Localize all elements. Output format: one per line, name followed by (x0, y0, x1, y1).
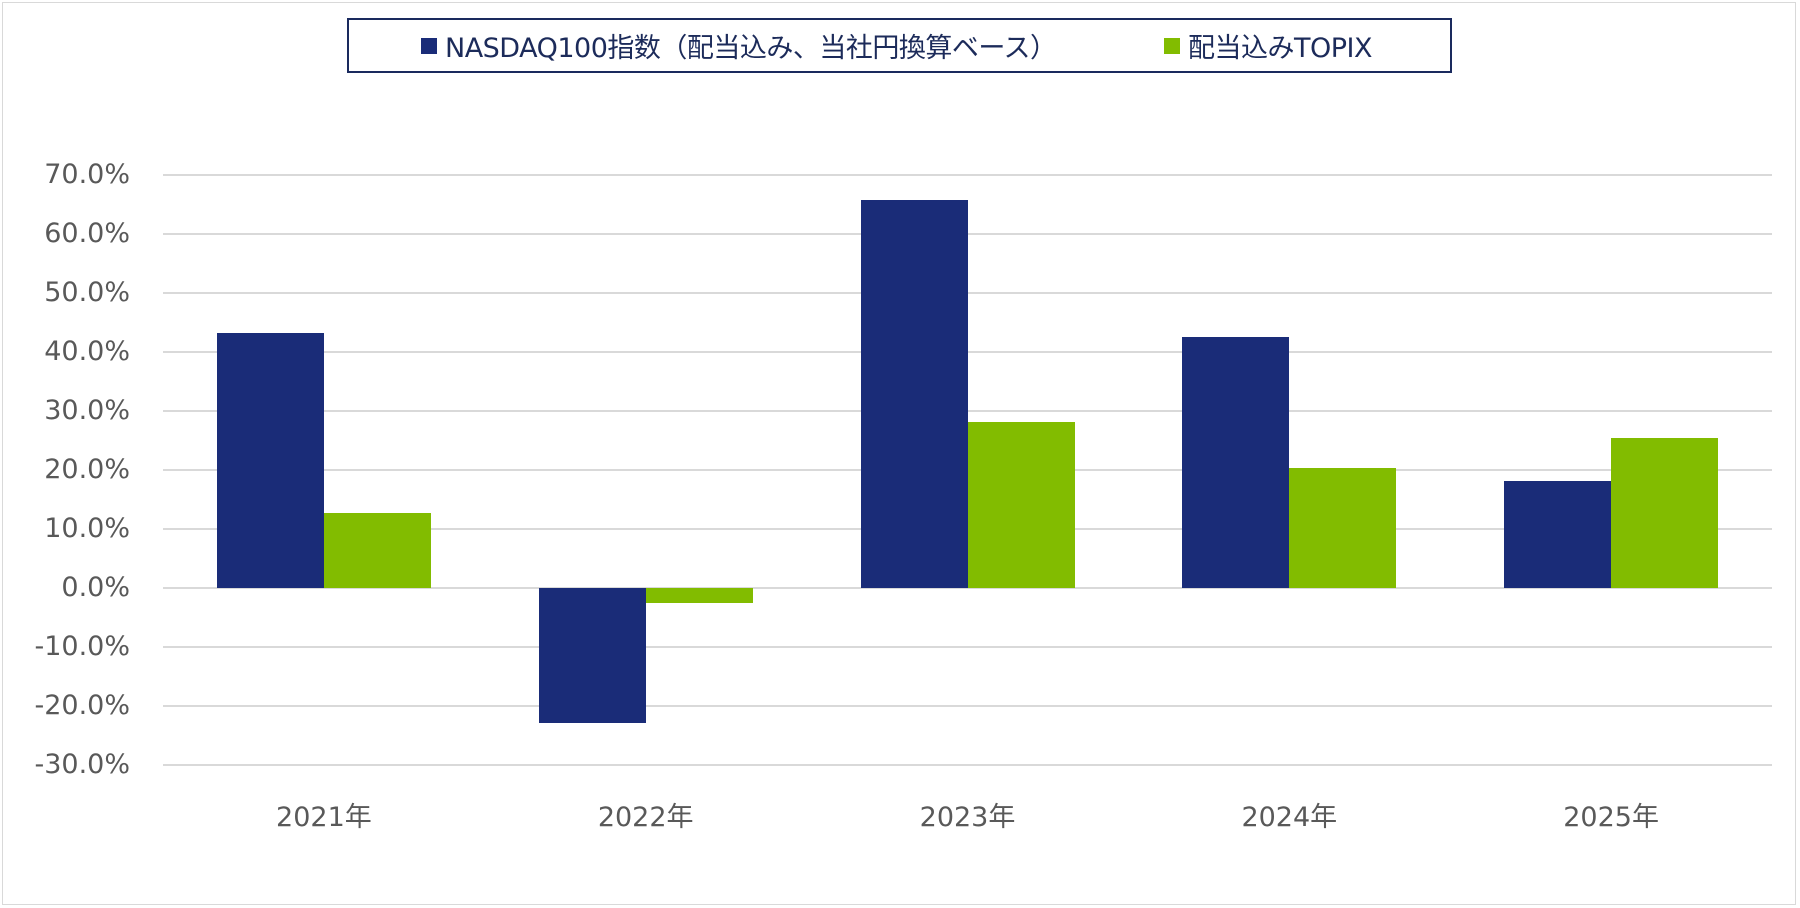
legend-label-nasdaq100: NASDAQ100指数（配当込み、当社円換算ベース） (445, 33, 1057, 64)
legend-item-topix: 配当込みTOPIX (1164, 20, 1373, 71)
x-axis-tick-label: 2025年 (1563, 802, 1659, 833)
bar-nasdaq100-2021年 (216, 332, 324, 588)
bar-topix-2021年 (323, 513, 431, 588)
x-axis-tick-label: 2021年 (276, 802, 372, 833)
legend-swatch-topix (1164, 37, 1180, 54)
gridline (163, 233, 1772, 235)
gridline (163, 646, 1772, 648)
bar-topix-2022年 (645, 588, 753, 603)
gridline (163, 705, 1772, 707)
bar-topix-2024年 (1289, 467, 1397, 588)
legend-swatch-nasdaq100 (421, 37, 437, 54)
bar-nasdaq100-2023年 (860, 199, 968, 588)
x-axis-tick-label: 2024年 (1241, 802, 1338, 833)
y-axis-tick-label: 0.0% (61, 572, 130, 603)
y-axis-tick-label: -30.0% (34, 749, 130, 780)
bar-topix-2025年 (1611, 438, 1719, 588)
y-axis-tick-label: 40.0% (44, 336, 130, 367)
legend-label-topix: 配当込みTOPIX (1188, 33, 1373, 64)
y-axis-tick-label: 60.0% (44, 218, 130, 249)
gridline (163, 587, 1772, 589)
gridline (163, 410, 1772, 412)
bar-nasdaq100-2025年 (1504, 481, 1612, 588)
bar-nasdaq100-2022年 (538, 588, 646, 723)
y-axis-tick-label: 70.0% (44, 159, 130, 190)
y-axis-tick-label: -20.0% (34, 690, 130, 721)
bar-topix-2023年 (967, 421, 1075, 588)
x-axis-tick-label: 2023年 (919, 802, 1016, 833)
bar-nasdaq100-2024年 (1182, 337, 1290, 588)
y-axis-tick-label: 30.0% (44, 395, 130, 426)
x-axis-tick-label: 2022年 (597, 802, 694, 833)
gridline (163, 174, 1772, 176)
y-axis-tick-label: 50.0% (44, 277, 130, 308)
y-axis-tick-label: -10.0% (34, 631, 130, 662)
gridline (163, 292, 1772, 294)
gridline (163, 764, 1772, 766)
chart-legend: NASDAQ100指数（配当込み、当社円換算ベース） 配当込みTOPIX (347, 18, 1452, 73)
y-axis-tick-label: 10.0% (44, 513, 130, 544)
legend-item-nasdaq100: NASDAQ100指数（配当込み、当社円換算ベース） (421, 20, 1057, 71)
y-axis-tick-label: 20.0% (44, 454, 130, 485)
gridline (163, 351, 1772, 353)
